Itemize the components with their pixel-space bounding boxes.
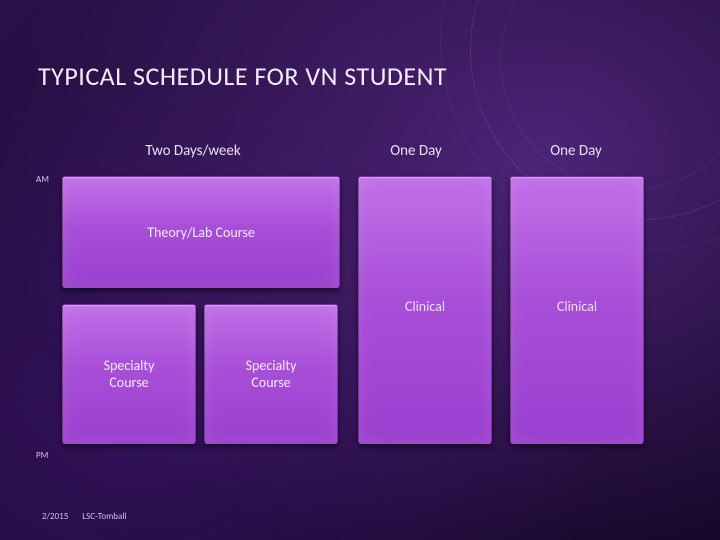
footer: 2/2015 LSC-Tomball <box>42 511 126 522</box>
footer-date: 2/2015 <box>42 511 68 522</box>
column-headers: Two Days/week One Day One Day <box>50 142 682 160</box>
box-theory-lab: Theory/Lab Course <box>62 176 340 288</box>
time-label-am: AM <box>36 174 49 185</box>
box-specialty-a: Specialty Course <box>62 304 196 444</box>
page-title: TYPICAL SCHEDULE FOR VN STUDENT <box>38 60 682 92</box>
slide: TYPICAL SCHEDULE FOR VN STUDENT Two Days… <box>0 0 720 540</box>
time-label-pm: PM <box>36 450 48 461</box>
box-label: Specialty Course <box>104 357 155 391</box>
header-two-days: Two Days/week <box>50 142 336 160</box>
box-label: Theory/Lab Course <box>147 224 255 241</box>
box-specialty-b: Specialty Course <box>204 304 338 444</box>
header-one-day-b: One Day <box>496 142 656 160</box>
label-clinical-b: Clinical <box>510 298 644 315</box>
footer-org: LSC-Tomball <box>82 511 126 522</box>
header-one-day-a: One Day <box>336 142 496 160</box>
box-label: Specialty Course <box>246 357 297 391</box>
label-clinical-a: Clinical <box>358 298 492 315</box>
